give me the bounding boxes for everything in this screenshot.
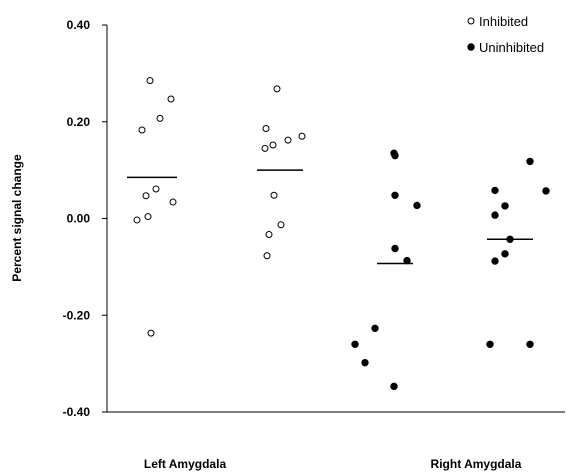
data-point-uninhibited [403,256,411,265]
plot-area [127,77,550,391]
data-point-inhibited [277,221,285,229]
data-point-uninhibited [491,211,499,219]
legend-item-inhibited: Inhibited [467,14,528,29]
data-point-inhibited [147,329,155,337]
data-point-inhibited [156,114,164,122]
group-inhibited-left-amygdala [127,77,177,337]
group-uninhibited-right-amygdala [486,157,550,348]
legend-label-inhibited: Inhibited [479,14,528,29]
data-point-uninhibited [526,157,534,166]
y-tick-label: -0.40 [63,405,91,419]
data-point-inhibited [138,126,146,134]
data-point-inhibited [152,185,160,193]
data-point-uninhibited [491,186,499,195]
group-inhibited-right-amygdala [257,85,306,260]
data-point-uninhibited [486,340,494,348]
data-point-inhibited [146,77,154,85]
group-uninhibited-left-amygdala [351,149,421,391]
data-point-uninhibited [391,244,399,253]
data-point-uninhibited [506,235,514,244]
data-point-uninhibited [351,340,359,348]
data-point-inhibited [263,252,271,260]
legend-marker-uninhibited [467,43,475,51]
data-point-inhibited [261,144,269,152]
data-point-uninhibited [391,151,399,160]
data-point-inhibited [284,136,292,144]
y-ticks: 0.40 0.20 0.00 -0.20 -0.40 [63,18,107,419]
data-point-inhibited [270,191,278,199]
data-point-inhibited [144,213,152,221]
legend-label-uninhibited: Uninhibited [479,40,544,55]
data-point-inhibited [269,141,277,149]
data-point-inhibited [298,132,306,140]
data-point-inhibited [142,192,150,200]
data-point-uninhibited [371,324,379,333]
y-tick-label: 0.40 [67,18,91,32]
y-axis-title: Percent signal change [10,154,24,282]
data-point-inhibited [273,85,281,93]
legend-item-uninhibited: Uninhibited [467,40,544,55]
data-point-inhibited [169,198,177,206]
data-point-uninhibited [501,250,509,258]
y-tick-label: -0.20 [63,308,91,322]
data-point-inhibited [133,216,141,224]
data-point-uninhibited [542,187,550,195]
data-point-uninhibited [361,358,369,367]
data-point-uninhibited [491,257,499,265]
category-label-right-amygdala: Right Amygdala [431,457,522,471]
y-axis: 0.40 0.20 0.00 -0.20 -0.40 [63,18,108,419]
y-tick-label: 0.00 [67,212,91,226]
data-point-uninhibited [390,382,398,391]
data-point-uninhibited [413,201,421,210]
legend-marker-inhibited [467,17,475,25]
legend: Inhibited Uninhibited [467,14,544,55]
data-point-inhibited [265,230,273,238]
data-point-inhibited [262,125,270,133]
data-point-uninhibited [526,340,534,348]
data-point-uninhibited [391,191,399,199]
category-label-left-amygdala: Left Amygdala [144,457,227,471]
data-point-inhibited [167,95,175,103]
y-tick-label: 0.20 [67,115,91,129]
data-point-uninhibited [501,202,509,210]
